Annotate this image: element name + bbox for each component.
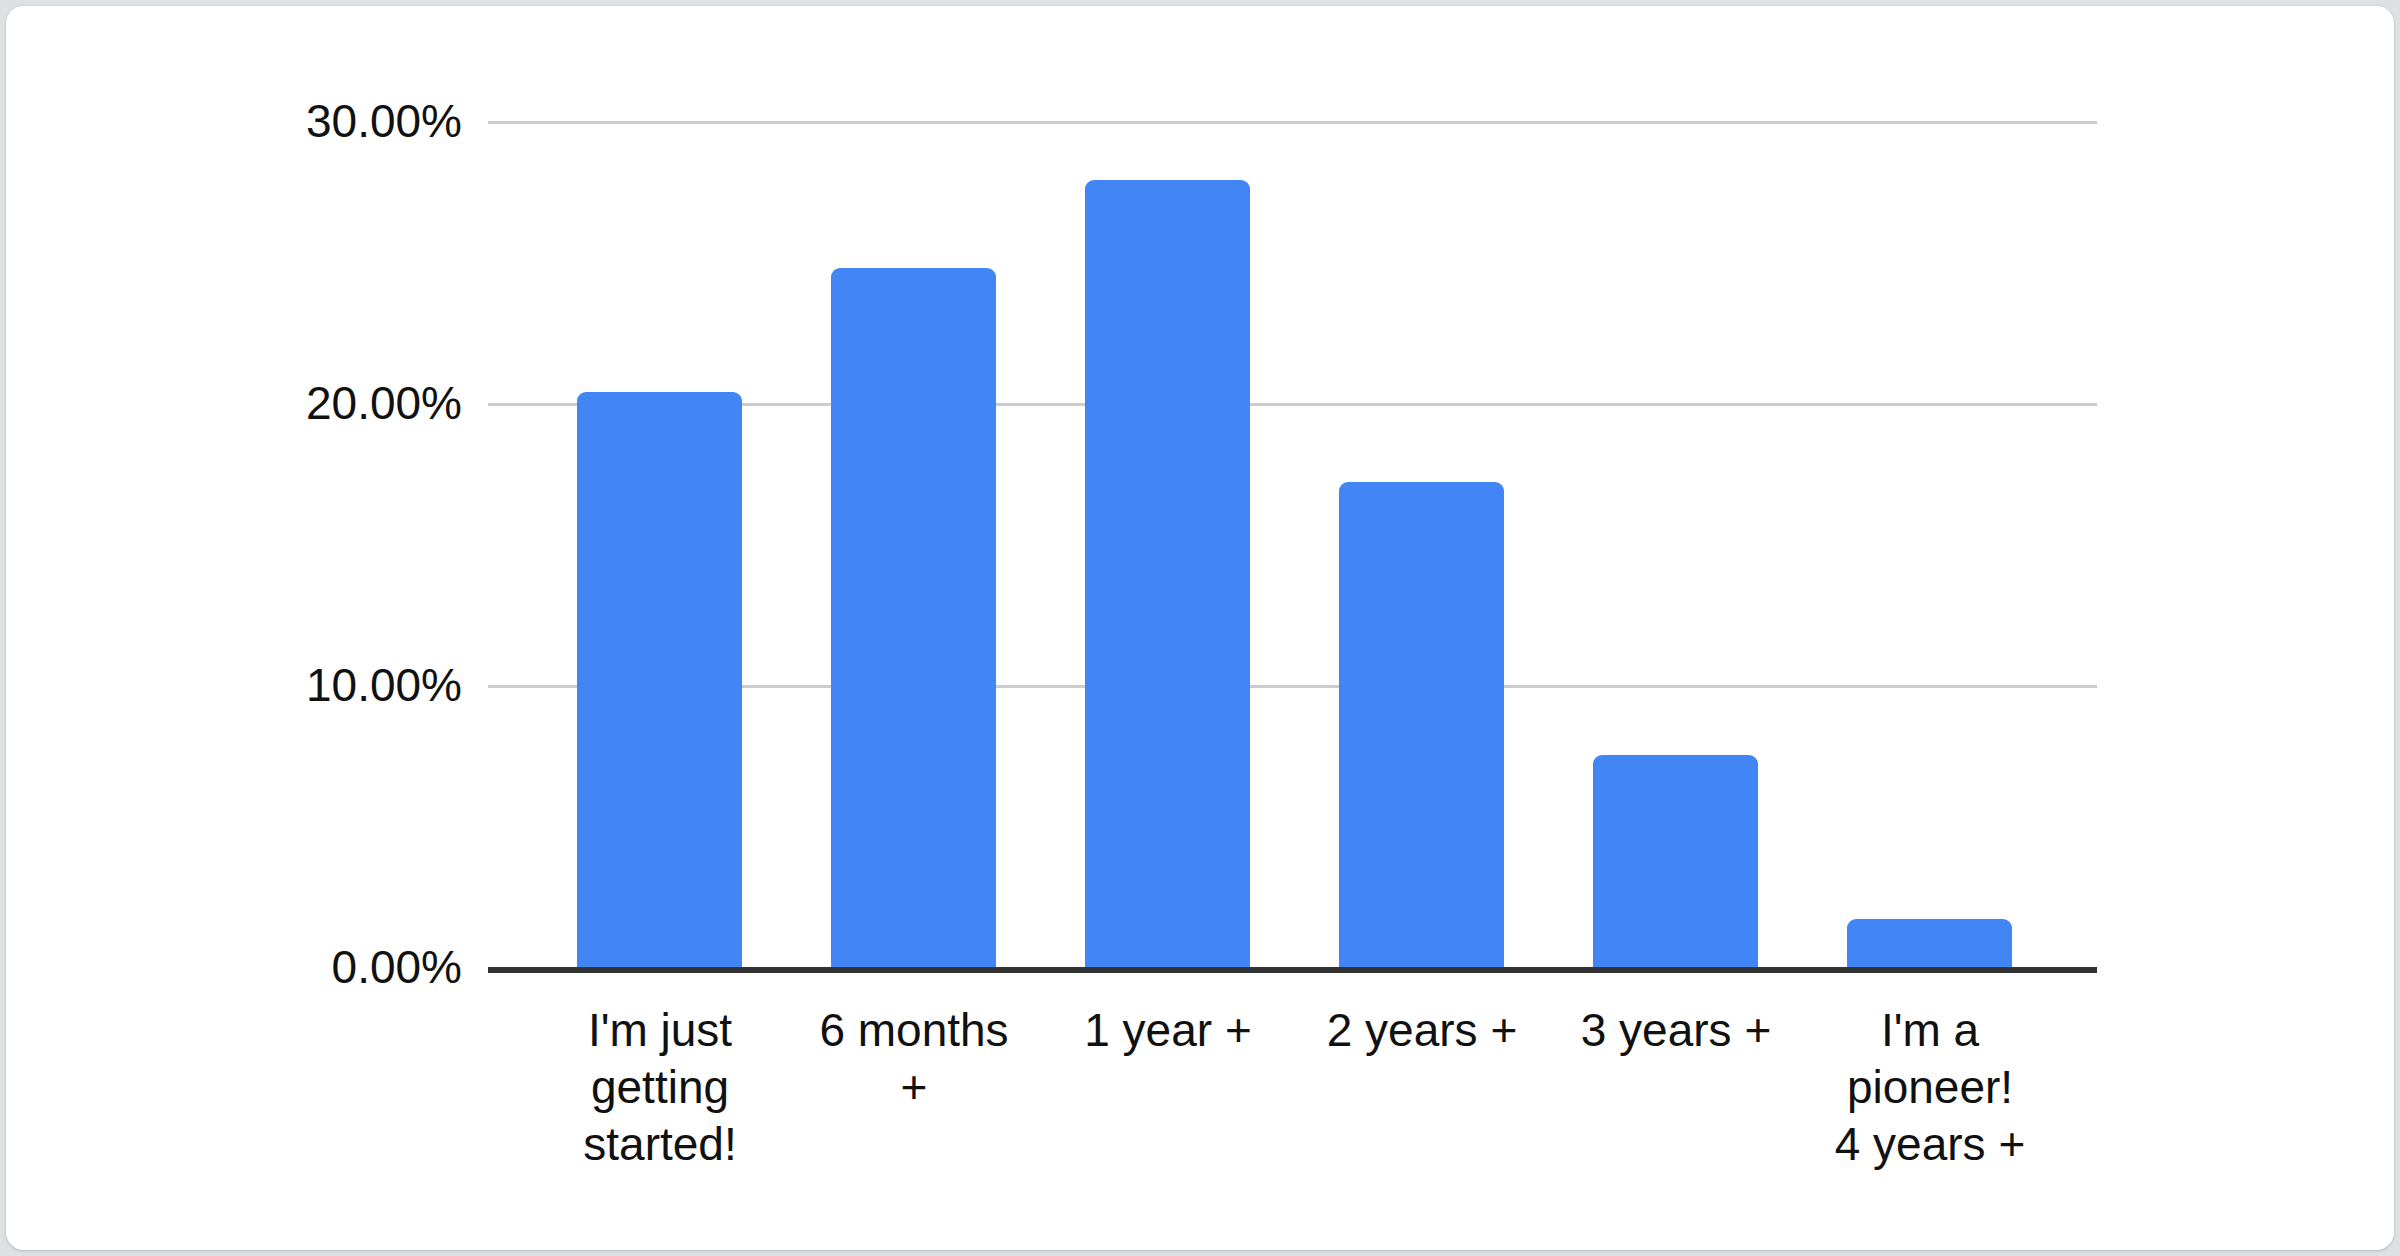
x-axis-baseline [488, 967, 2097, 973]
x-axis-label: I'm just getting started! [550, 1002, 770, 1173]
bar-2-years-plus[interactable] [1339, 482, 1504, 967]
y-axis-tick-10: 10.00% [162, 657, 462, 713]
plot-area [488, 121, 2097, 967]
bar-1-year-plus[interactable] [1085, 180, 1250, 967]
y-axis-tick-30: 30.00% [162, 93, 462, 149]
bar-im-a-pioneer-4-years-plus[interactable] [1847, 919, 2012, 967]
y-axis-tick-0: 0.00% [162, 939, 462, 995]
bar-3-years-plus[interactable] [1593, 755, 1758, 967]
x-axis-label: I'm a pioneer! 4 years + [1820, 1002, 2040, 1173]
bar-chart: 30.00% 20.00% 10.00% 0.00% I'm just gett… [0, 0, 2400, 1256]
screenshot-root: 30.00% 20.00% 10.00% 0.00% I'm just gett… [0, 0, 2400, 1256]
y-axis-tick-20: 20.00% [162, 375, 462, 431]
gridline-30pct [488, 121, 2097, 124]
x-axis-label: 3 years + [1566, 1002, 1786, 1059]
bar-im-just-getting-started[interactable] [577, 392, 742, 967]
x-axis-label: 6 months + [804, 1002, 1024, 1116]
x-axis-label: 1 year + [1058, 1002, 1278, 1059]
bar-6-months-plus[interactable] [831, 268, 996, 967]
x-axis-label: 2 years + [1312, 1002, 1532, 1059]
